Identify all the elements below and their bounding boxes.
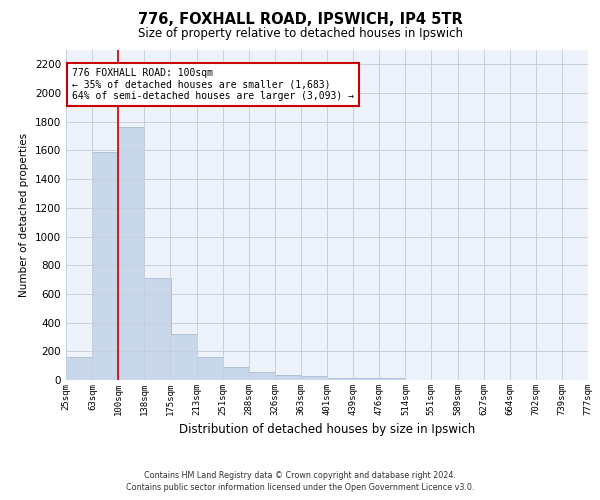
Text: 776, FOXHALL ROAD, IPSWICH, IP4 5TR: 776, FOXHALL ROAD, IPSWICH, IP4 5TR [137,12,463,28]
Bar [223,367,249,380]
X-axis label: Distribution of detached houses by size in Ipswich: Distribution of detached houses by size … [179,424,475,436]
Bar [327,378,353,380]
Text: Size of property relative to detached houses in Ipswich: Size of property relative to detached ho… [137,28,463,40]
Bar [379,378,406,380]
Bar [301,376,327,380]
Bar [118,128,145,380]
Y-axis label: Number of detached properties: Number of detached properties [19,133,29,297]
Bar [248,372,275,380]
Text: Contains HM Land Registry data © Crown copyright and database right 2024.
Contai: Contains HM Land Registry data © Crown c… [126,471,474,492]
Bar [353,378,380,380]
Bar [92,152,119,380]
Text: 776 FOXHALL ROAD: 100sqm
← 35% of detached houses are smaller (1,683)
64% of sem: 776 FOXHALL ROAD: 100sqm ← 35% of detach… [72,68,354,101]
Bar [66,357,92,380]
Bar [197,357,223,380]
Bar [145,278,171,380]
Bar [275,375,301,380]
Bar [170,334,197,380]
